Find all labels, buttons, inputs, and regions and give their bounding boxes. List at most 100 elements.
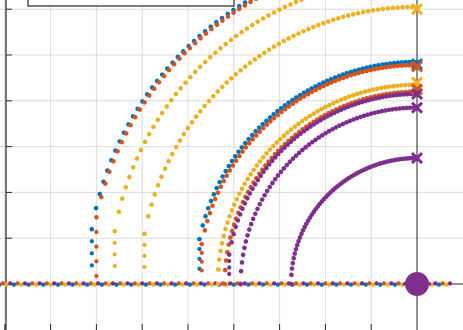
branch-point: [324, 78, 330, 84]
real-axis-point: [150, 282, 156, 287]
branch-point: [313, 137, 318, 143]
branch-point: [236, 6, 242, 12]
branch-point: [214, 185, 219, 191]
real-axis-point: [85, 282, 90, 287]
branch-point: [282, 106, 288, 112]
branch-point: [245, 196, 250, 201]
branch-point: [279, 109, 284, 115]
branch-point: [276, 41, 282, 47]
branch-point: [356, 100, 361, 106]
branch-point: [215, 89, 221, 94]
branch-point: [352, 68, 358, 74]
branch-point: [264, 122, 270, 128]
branch-point: [253, 133, 259, 138]
branch-point: [294, 134, 300, 139]
branch-point: [397, 106, 402, 111]
branch-point: [185, 125, 191, 131]
branch-point: [297, 92, 303, 98]
branch-point: [314, 119, 320, 125]
branch-point: [235, 218, 241, 223]
branch-point: [390, 5, 396, 11]
branch-point: [370, 96, 375, 102]
branch-point: [289, 272, 294, 278]
branch-point: [271, 143, 276, 149]
branch-point: [278, 105, 284, 111]
branch-point: [285, 142, 290, 148]
real-axis-point: [359, 281, 365, 286]
branch-point: [164, 104, 170, 109]
branch-point: [188, 74, 193, 80]
branch-point: [233, 224, 239, 230]
branch-point: [296, 121, 301, 127]
branch-point: [202, 228, 208, 233]
branch-point: [288, 139, 294, 145]
branch-point: [231, 202, 237, 207]
branch-point: [407, 105, 413, 111]
real-axis-point: [378, 282, 383, 287]
real-axis-point: [440, 281, 445, 286]
branch-point: [203, 31, 209, 36]
real-axis-point: [121, 282, 127, 287]
branch-point: [395, 63, 401, 69]
branch-point: [399, 63, 404, 68]
branch-point: [234, 196, 240, 202]
branch-point: [237, 191, 242, 197]
endpoint-x-marker: [410, 58, 424, 71]
branch-point: [232, 154, 238, 159]
x-stroke: [410, 58, 424, 71]
branch-point: [363, 98, 368, 104]
real-axis-point: [59, 281, 64, 286]
branch-point: [382, 85, 388, 90]
branch-point: [383, 61, 389, 67]
branch-point: [321, 80, 326, 85]
endpoint-markers: [403, 3, 431, 296]
real-axis-point: [326, 282, 332, 287]
branch-point: [243, 145, 249, 150]
branch-point: [356, 70, 362, 76]
branch-point: [386, 84, 392, 90]
real-axis-point: [30, 281, 35, 286]
branch-point: [151, 86, 157, 92]
branch-point: [286, 104, 292, 109]
real-axis-point: [348, 282, 354, 287]
branch-point: [259, 197, 265, 202]
branch-point: [301, 128, 307, 134]
branch-point: [239, 186, 245, 191]
branch-point: [271, 111, 276, 117]
branch-point: [227, 271, 232, 277]
branch-point: [393, 106, 399, 112]
real-axis-point: [337, 281, 343, 286]
branch-point: [89, 263, 94, 268]
branch-point: [137, 107, 143, 112]
legend-box: [27, 0, 235, 7]
branch-point: [116, 209, 122, 215]
branch-point: [166, 158, 171, 164]
branch-point: [231, 10, 236, 16]
branch-point: [364, 65, 369, 70]
branch-point: [364, 68, 369, 74]
real-axis-point: [88, 281, 94, 286]
branch-point: [365, 8, 371, 14]
real-axis-point: [308, 281, 313, 286]
real-axis-point: [334, 282, 339, 287]
branch-point: [328, 80, 334, 85]
branch-point: [168, 97, 174, 103]
branch-point: [325, 19, 331, 24]
endpoint-x-marker: [410, 101, 424, 114]
branch-point: [366, 97, 372, 103]
branch-point: [391, 60, 397, 66]
real-axis-point: [11, 282, 17, 287]
branch-point: [379, 65, 385, 71]
branch-point: [213, 50, 218, 55]
real-axis-point: [161, 281, 167, 286]
branch-point: [205, 205, 211, 211]
branch-point: [248, 0, 253, 5]
branch-point: [275, 108, 280, 114]
branch-point: [255, 206, 260, 212]
real-axis-point: [180, 282, 185, 287]
branch-point: [229, 208, 235, 213]
branch-point: [249, 22, 255, 28]
branch-point: [166, 67, 172, 73]
branch-point: [145, 214, 151, 219]
branch-point: [307, 113, 313, 119]
